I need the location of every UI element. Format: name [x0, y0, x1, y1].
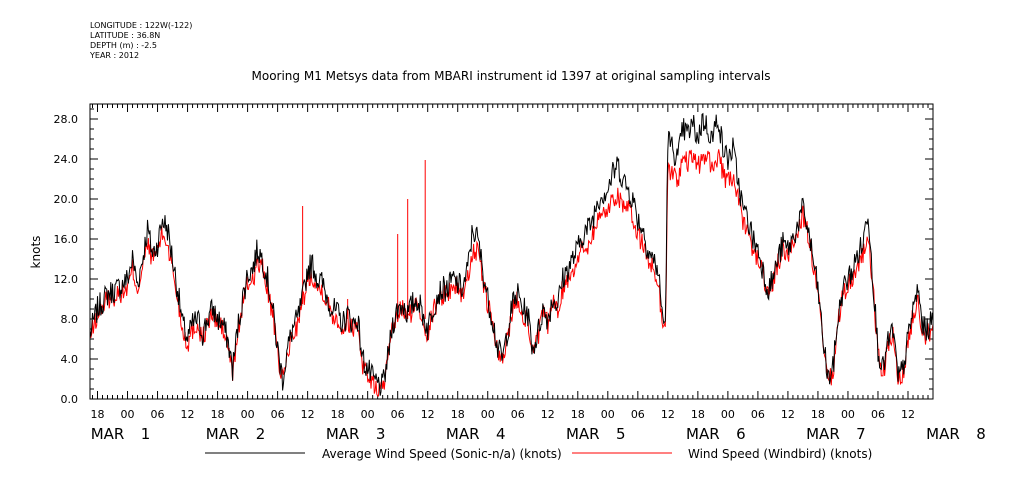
date-labels: MAR 1 MAR 2 MAR 3 MAR 4 MAR 5 MAR 6 MAR 7 MAR 8 [91, 425, 986, 443]
series-line-sonic [89, 112, 934, 396]
date-label-day: 6 [736, 425, 746, 443]
x-tick-label: 18 [451, 408, 465, 421]
date-label-day: 7 [856, 425, 866, 443]
date-label-day: 3 [376, 425, 386, 443]
x-tick-label: 12 [541, 408, 555, 421]
metadata-block: LONGITUDE : 122W(-122) LATITUDE : 36.8N … [90, 21, 192, 61]
x-tick-label: 18 [691, 408, 705, 421]
meta-depth: DEPTH (m) : -2.5 [90, 41, 157, 50]
x-tick-label: 12 [301, 408, 315, 421]
date-label-month: MAR [206, 425, 240, 443]
y-tick-labels: 0.0 4.0 8.0 12.0 16.0 20.0 24.0 28.0 [54, 113, 79, 406]
x-tick-label: 18 [211, 408, 225, 421]
y-tick-label: 0.0 [61, 393, 79, 406]
date-label-month: MAR [806, 425, 840, 443]
x-tick-label: 00 [481, 408, 495, 421]
x-tick-label: 12 [181, 408, 195, 421]
date-label-month: MAR [91, 425, 125, 443]
x-tick-label: 06 [271, 408, 285, 421]
date-label-month: MAR [446, 425, 480, 443]
legend: Average Wind Speed (Sonic-n/a) (knots) W… [205, 447, 872, 461]
x-tick-label: 12 [421, 408, 435, 421]
x-tick-label: 12 [661, 408, 675, 421]
meta-latitude: LATITUDE : 36.8N [90, 31, 161, 40]
y-tick-label: 24.0 [54, 153, 79, 166]
date-label-month: MAR [566, 425, 600, 443]
x-tick-label: 06 [511, 408, 525, 421]
meta-longitude: LONGITUDE : 122W(-122) [90, 21, 193, 30]
plot-frame [89, 103, 934, 400]
x-tick-label: 06 [631, 408, 645, 421]
x-tick-label: 06 [391, 408, 405, 421]
y-tick-label: 20.0 [54, 193, 79, 206]
date-label-day: 5 [616, 425, 626, 443]
series-layer [89, 112, 934, 397]
y-tick-label: 4.0 [61, 353, 79, 366]
date-label-month: MAR [926, 425, 960, 443]
x-tick-label: 12 [901, 408, 915, 421]
series-line-windbird [89, 149, 934, 397]
x-tick-label: 06 [751, 408, 765, 421]
x-tick-labels: 18 00 06 12 18 00 06 12 18 00 06 12 18 00 06 12 18 00 06 12… [91, 408, 915, 421]
date-label-month: MAR [326, 425, 360, 443]
chart-title: Mooring M1 Metsys data from MBARI instru… [252, 69, 771, 83]
date-label-day: 8 [976, 425, 986, 443]
x-tick-label: 18 [811, 408, 825, 421]
y-tick-label: 28.0 [54, 113, 79, 126]
x-tick-label: 18 [91, 408, 105, 421]
y-axis-label: knots [29, 236, 43, 269]
y-tick-label: 12.0 [54, 273, 79, 286]
date-label-day: 2 [256, 425, 266, 443]
y-tick-label: 16.0 [54, 233, 79, 246]
x-tick-label: 18 [331, 408, 345, 421]
legend-label-windbird: Wind Speed (Windbird) (knots) [688, 447, 872, 461]
axis-ticks [90, 104, 934, 400]
x-tick-label: 00 [121, 408, 135, 421]
x-tick-label: 18 [571, 408, 585, 421]
date-label-day: 1 [141, 425, 151, 443]
x-tick-label: 06 [871, 408, 885, 421]
x-tick-label: 00 [601, 408, 615, 421]
y-tick-label: 8.0 [61, 313, 79, 326]
x-tick-label: 00 [721, 408, 735, 421]
date-label-month: MAR [686, 425, 720, 443]
date-label-day: 4 [496, 425, 506, 443]
x-tick-label: 12 [781, 408, 795, 421]
x-tick-label: 00 [241, 408, 255, 421]
x-tick-label: 06 [151, 408, 165, 421]
x-tick-label: 00 [841, 408, 855, 421]
meta-year: YEAR : 2012 [90, 51, 140, 60]
x-tick-label: 00 [361, 408, 375, 421]
legend-label-sonic: Average Wind Speed (Sonic-n/a) (knots) [322, 447, 562, 461]
